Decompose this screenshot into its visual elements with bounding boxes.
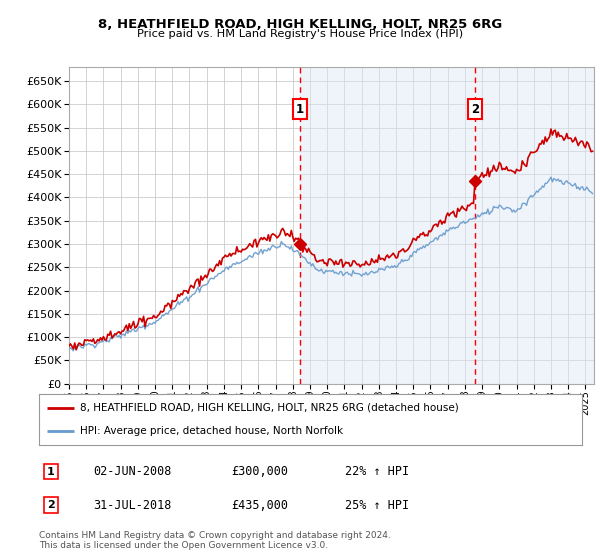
Text: 2: 2 <box>471 102 479 115</box>
Text: 31-JUL-2018: 31-JUL-2018 <box>93 498 172 512</box>
Text: HPI: Average price, detached house, North Norfolk: HPI: Average price, detached house, Nort… <box>80 426 343 436</box>
Text: 25% ↑ HPI: 25% ↑ HPI <box>345 498 409 512</box>
Text: 8, HEATHFIELD ROAD, HIGH KELLING, HOLT, NR25 6RG: 8, HEATHFIELD ROAD, HIGH KELLING, HOLT, … <box>98 18 502 31</box>
Bar <box>300 67 594 384</box>
Text: 2: 2 <box>47 500 55 510</box>
Text: £300,000: £300,000 <box>231 465 288 478</box>
Text: 1: 1 <box>296 102 304 115</box>
Text: 22% ↑ HPI: 22% ↑ HPI <box>345 465 409 478</box>
Text: 8, HEATHFIELD ROAD, HIGH KELLING, HOLT, NR25 6RG (detached house): 8, HEATHFIELD ROAD, HIGH KELLING, HOLT, … <box>80 403 458 413</box>
Text: £435,000: £435,000 <box>231 498 288 512</box>
Text: 1: 1 <box>47 466 55 477</box>
Text: 02-JUN-2008: 02-JUN-2008 <box>93 465 172 478</box>
Text: Price paid vs. HM Land Registry's House Price Index (HPI): Price paid vs. HM Land Registry's House … <box>137 29 463 39</box>
Text: Contains HM Land Registry data © Crown copyright and database right 2024.
This d: Contains HM Land Registry data © Crown c… <box>39 530 391 550</box>
